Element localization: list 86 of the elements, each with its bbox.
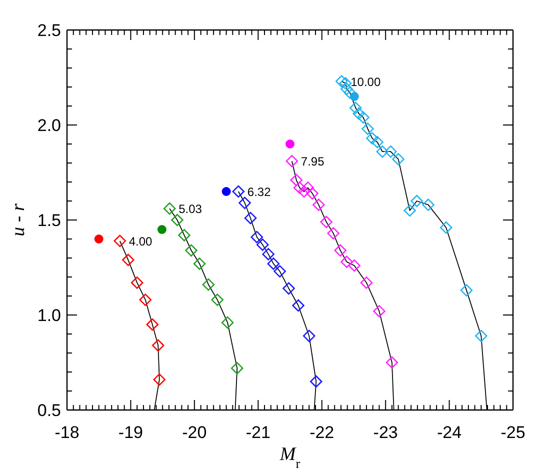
x-tick-label: -21 [246,423,270,442]
point [293,182,306,194]
point [366,132,378,144]
y-tick-label: 2.0 [37,116,61,135]
x-tick-label: -19 [118,423,144,442]
x-tick-label: -24 [436,423,462,442]
point [222,187,231,196]
point [371,136,384,148]
point [352,107,365,120]
point [460,284,473,296]
point [163,202,176,215]
point [344,86,356,99]
point [312,198,325,211]
point [335,75,348,88]
point [386,356,398,369]
point [384,145,397,158]
point [178,229,190,242]
point [171,214,184,226]
point [310,375,322,388]
point [302,330,316,342]
point [348,259,360,272]
point [230,362,244,374]
y-tick-label: 1.0 [37,306,61,325]
point [334,244,346,257]
y-axis-title: u - r [8,203,29,236]
x-tick-label: -25 [500,423,526,442]
point [357,111,370,124]
point [94,234,104,244]
x-tick-label: -23 [373,423,398,442]
point [306,187,318,200]
x-tick-label: -20 [182,423,207,442]
point [320,216,332,228]
y-tick-label: 2.5 [37,21,61,40]
point [211,294,224,306]
point [157,225,166,234]
point [202,278,215,291]
point [440,221,452,234]
point [122,254,134,266]
point [238,196,251,210]
point [340,82,353,96]
annotation: 7.95 [300,154,325,169]
point [360,276,373,289]
point [340,256,353,268]
point [286,154,298,168]
point [422,198,434,211]
point [282,282,295,295]
point [193,258,206,270]
point [290,174,303,186]
point [232,185,245,198]
point [302,182,314,194]
point [410,194,423,208]
point [362,122,374,135]
x-tick-label: -18 [54,423,80,442]
point [153,373,166,386]
x-axis-title: M$_{r}$ [278,444,301,470]
point [244,212,257,224]
annotation: 5.03 [178,202,202,216]
point [376,145,389,158]
point [474,330,488,342]
point [349,102,362,114]
point [152,339,164,352]
point [404,204,416,217]
point [327,227,340,240]
x-tick-label: -22 [310,423,334,442]
point [298,185,310,198]
point [274,265,286,278]
point [256,238,269,251]
point [250,230,264,244]
point [267,258,280,270]
point [373,305,386,318]
point [339,77,352,90]
point [392,153,404,166]
point [262,248,274,260]
point [185,244,198,257]
annotation: 6.32 [247,185,272,199]
point [286,140,294,148]
point [221,316,234,329]
point [139,294,152,306]
annotation: 4.00 [128,234,153,248]
annotation: 10.00 [350,74,381,89]
point [292,299,304,312]
y-tick-label: 0.5 [37,401,61,420]
point [114,234,126,248]
y-tick-label: 1.5 [37,211,61,230]
point [130,276,144,289]
point [146,318,159,331]
